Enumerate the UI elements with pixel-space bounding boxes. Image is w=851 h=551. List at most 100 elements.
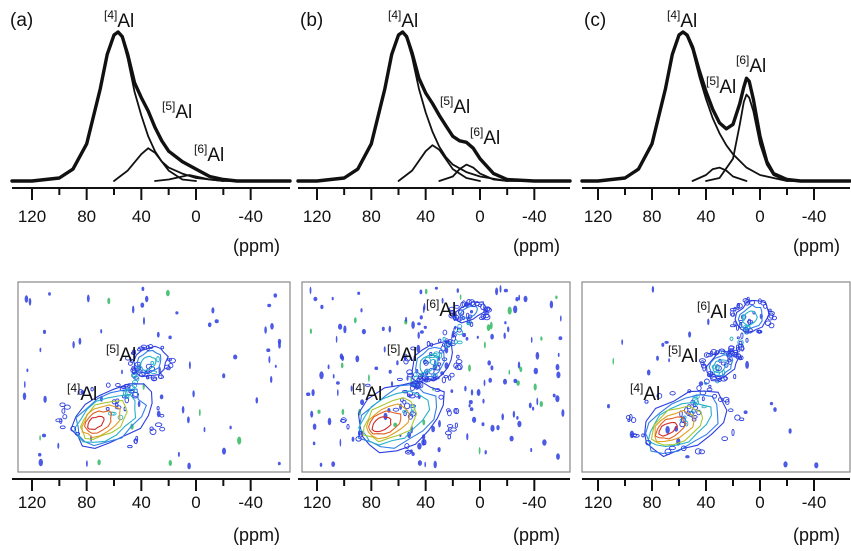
noise-speck <box>469 310 474 314</box>
halo-speck <box>707 370 714 378</box>
noise-speck <box>501 413 505 421</box>
noise-speck <box>42 329 47 334</box>
noise-speck <box>39 347 42 353</box>
halo-speck <box>424 377 431 383</box>
ridge-speck <box>392 407 400 412</box>
noise-speck <box>187 416 190 424</box>
halo-speck <box>736 302 741 308</box>
noise-speck <box>517 361 521 369</box>
halo-speck <box>738 417 745 421</box>
halo-speck <box>131 365 136 371</box>
noise-speck <box>743 410 748 415</box>
noise-speck <box>549 300 554 309</box>
noise-speck <box>181 406 185 414</box>
ridge-speck <box>124 396 130 404</box>
noise-speck <box>310 410 314 418</box>
noise-speck <box>319 462 323 467</box>
noise-speck <box>417 322 421 326</box>
contour-line <box>368 410 402 435</box>
ridge-speck <box>680 416 686 424</box>
component-tetra-line <box>316 31 556 182</box>
ridge-speck <box>737 339 744 346</box>
noise-speck <box>499 285 502 293</box>
contour-1-x-unit: (ppm) <box>233 525 280 545</box>
contour-2-tick-label: 40 <box>416 493 435 512</box>
ridge-speck <box>456 340 463 345</box>
noise-speck <box>472 416 477 423</box>
noise-speck <box>360 308 363 313</box>
ridge-speck <box>714 365 720 370</box>
noise-speck <box>319 371 324 380</box>
halo-speck <box>721 436 729 441</box>
spectrum-1-tick-label: 40 <box>132 207 151 226</box>
halo-speck <box>156 406 160 411</box>
noise-speck <box>656 355 659 361</box>
noise-speck <box>381 326 385 331</box>
ridge-speck <box>746 320 754 324</box>
spectrum-2-tick-label: -40 <box>522 207 547 226</box>
noise-speck <box>270 323 274 330</box>
ridge-speck <box>689 410 695 417</box>
spectrum-3-x-unit: (ppm) <box>793 236 840 256</box>
noise-speck <box>469 407 474 412</box>
noise-speck <box>528 402 532 409</box>
contour-1-x-axis <box>12 478 290 491</box>
noise-speck <box>350 385 353 392</box>
contour-2-x-axis <box>298 478 570 491</box>
contour-line <box>705 350 740 382</box>
halo-speck <box>62 414 68 420</box>
noise-speck <box>486 324 491 331</box>
ridge-speck <box>738 340 743 345</box>
noise-speck <box>274 364 277 368</box>
noise-speck <box>490 365 494 371</box>
contour-line <box>658 421 679 437</box>
ridge-speck <box>437 338 442 343</box>
halo-speck <box>730 312 736 317</box>
contour-frame-3 <box>581 281 851 473</box>
contour-line <box>650 405 704 446</box>
contour-line <box>654 416 687 440</box>
contour-frame-2 <box>301 281 571 473</box>
noise-speck <box>48 292 51 296</box>
contour-label-tetra: [4]Al <box>352 381 382 405</box>
noise-speck <box>447 427 450 432</box>
halo-speck <box>712 393 718 399</box>
ridge-speck <box>425 368 430 372</box>
contour-line <box>737 304 763 330</box>
contour-line <box>742 310 758 327</box>
contour-label-penta: [5]Al <box>106 342 136 366</box>
noise-speck <box>533 367 538 375</box>
noise-speck <box>488 377 493 383</box>
noise-speck <box>309 328 312 335</box>
halo-speck <box>147 344 154 350</box>
spectrum-3-tick-label: 0 <box>755 207 764 226</box>
noise-speck <box>311 389 315 397</box>
ridge-speck <box>706 387 713 392</box>
halo-speck <box>61 408 66 414</box>
noise-speck <box>273 293 278 298</box>
noise-speck <box>518 294 521 301</box>
noise-speck <box>192 390 195 398</box>
noise-speck <box>266 348 271 353</box>
halo-speck <box>466 299 472 306</box>
halo-speck <box>768 322 775 329</box>
noise-speck <box>533 383 537 391</box>
noise-speck <box>476 335 479 339</box>
halo-speck <box>479 316 486 321</box>
contour-2-tick-label: -40 <box>522 493 547 512</box>
noise-speck <box>539 401 543 407</box>
halo-speck <box>456 354 460 359</box>
noise-speck <box>337 389 339 397</box>
halo-speck <box>168 357 176 364</box>
contour-line <box>454 301 485 324</box>
halo-speck <box>728 408 734 413</box>
contour-line <box>419 353 439 374</box>
halo-speck <box>127 445 133 449</box>
noise-speck <box>355 355 360 363</box>
halo-speck <box>482 313 490 319</box>
noise-speck <box>309 286 312 295</box>
contour-map-2 <box>306 285 565 469</box>
noise-speck <box>338 323 343 330</box>
contour-line <box>371 416 392 433</box>
halo-speck <box>441 376 447 384</box>
